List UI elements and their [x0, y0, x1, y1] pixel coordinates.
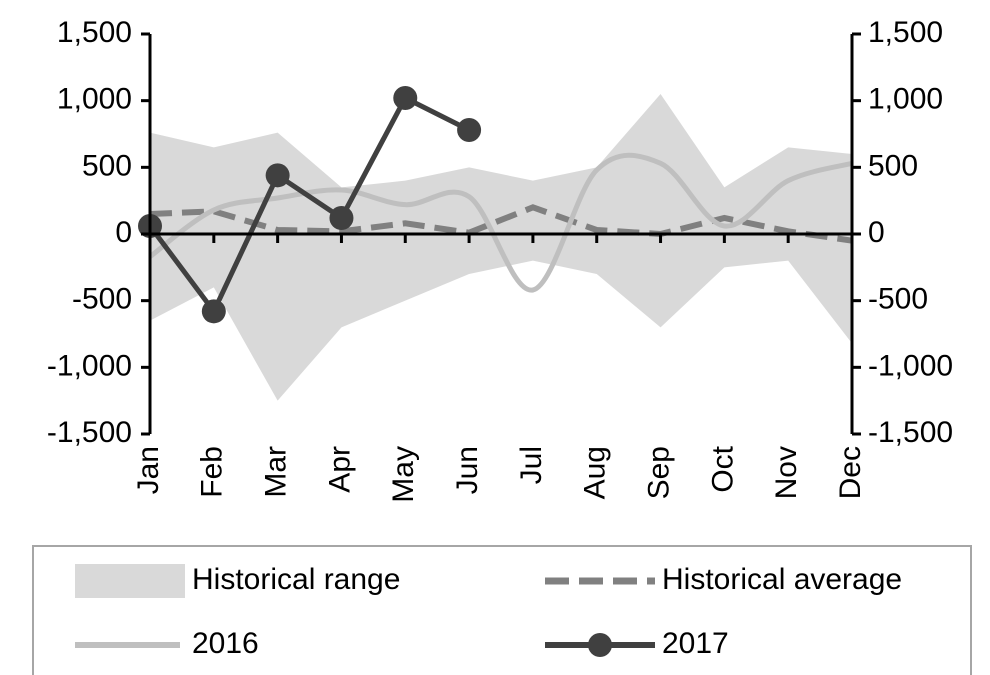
plot-area: [138, 86, 853, 401]
y2-tick-label: 500: [868, 149, 918, 182]
x-tick-label: Oct: [706, 445, 739, 492]
y-tick-label: 0: [115, 216, 132, 249]
legend-box: [32, 545, 972, 675]
x-tick-label: May: [387, 446, 420, 503]
x-tick-label: Feb: [196, 446, 229, 498]
y-tick-label: 500: [82, 149, 132, 182]
x-tick-label: Jun: [451, 446, 484, 494]
y2-tick-label: -1,000: [868, 349, 953, 382]
y-tick-label: 1,000: [57, 83, 132, 116]
legend-label: Historical average: [662, 563, 902, 596]
point-2017: [201, 299, 226, 324]
legend-marker: [588, 633, 612, 657]
x-tick-label: Sep: [642, 446, 675, 499]
y2-tick-label: 1,000: [868, 83, 943, 116]
legend-label: Historical range: [192, 563, 400, 596]
point-2017: [329, 206, 354, 230]
point-2017: [265, 163, 290, 188]
x-tick-label: Apr: [323, 446, 356, 493]
y2-tick-label: -500: [868, 283, 928, 316]
legend-swatch: [75, 564, 185, 598]
average-line: [149, 204, 853, 244]
point-2017: [393, 86, 418, 110]
legend-label: 2017: [662, 627, 729, 660]
x-tick-label: Jan: [132, 446, 165, 494]
x-tick-label: Jul: [515, 446, 548, 484]
point-2017: [457, 118, 482, 142]
y-tick-label: 1,500: [57, 16, 132, 49]
y-tick-label: -1,000: [47, 349, 132, 382]
x-tick-label: Nov: [770, 446, 803, 499]
legend-label: 2016: [192, 627, 259, 660]
y2-tick-label: 1,500: [868, 16, 943, 49]
x-tick-label: Mar: [260, 446, 293, 498]
y2-tick-label: -1,500: [868, 416, 953, 449]
line-2016: [148, 152, 853, 293]
y-tick-label: -1,500: [47, 416, 132, 449]
x-tick-label: Aug: [579, 446, 612, 499]
x-tick-label: Dec: [834, 446, 867, 499]
y-tick-label: -500: [72, 283, 132, 316]
y2-tick-label: 0: [868, 216, 885, 249]
